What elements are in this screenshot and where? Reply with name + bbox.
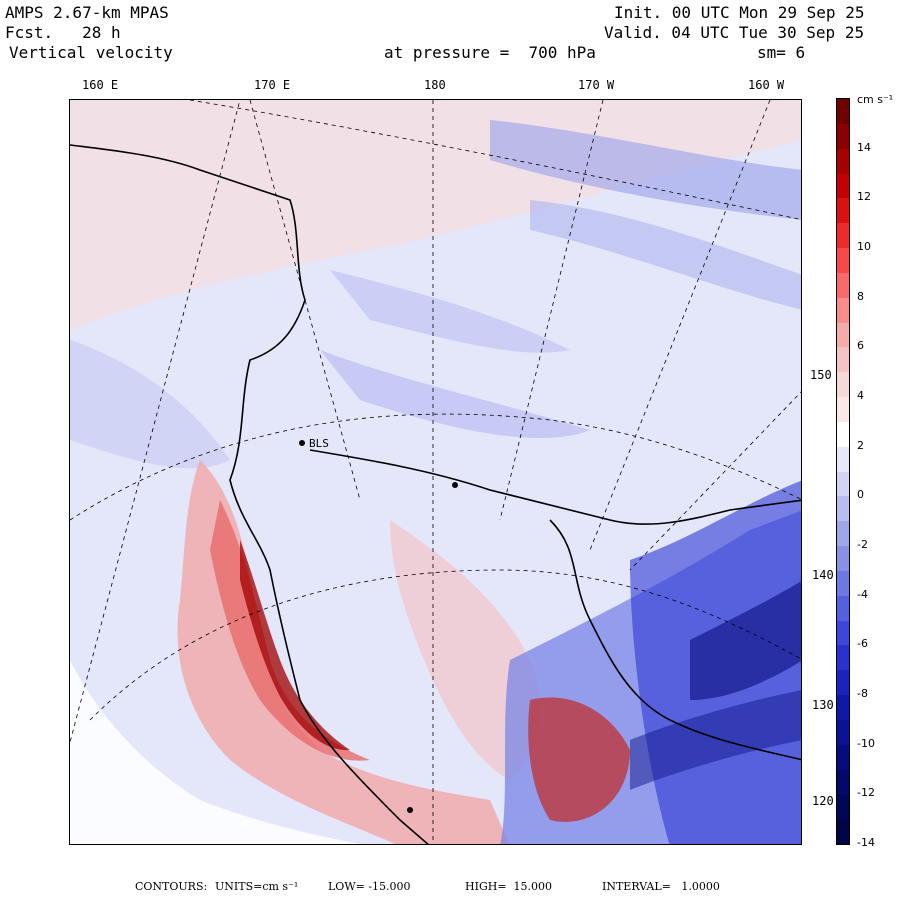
colorbar bbox=[836, 98, 850, 845]
colorbar-segment bbox=[837, 173, 849, 199]
colorbar-segment bbox=[837, 148, 849, 174]
lon-label-170e: 170 E bbox=[254, 78, 291, 92]
colorbar-segment bbox=[837, 521, 849, 547]
map-plot-area: BLS bbox=[69, 99, 802, 845]
colorbar-unit: cm s⁻¹ bbox=[857, 93, 894, 106]
model-name: AMPS 2.67-km MPAS bbox=[5, 3, 169, 22]
colorbar-segment bbox=[837, 570, 849, 597]
colorbar-segment bbox=[837, 347, 849, 373]
colorbar-segment bbox=[837, 496, 849, 522]
colorbar-tick-label: 4 bbox=[857, 389, 864, 402]
colorbar-segment bbox=[837, 372, 849, 398]
colorbar-tick-label: -10 bbox=[857, 736, 875, 750]
station-marker bbox=[299, 440, 305, 446]
field-name: Vertical velocity bbox=[9, 43, 173, 62]
colorbar-segment bbox=[837, 297, 849, 323]
footer-high: HIGH= 15.000 bbox=[465, 880, 553, 893]
colorbar-segment bbox=[837, 645, 849, 671]
lon-label-160w: 160 W bbox=[748, 78, 785, 92]
colorbar-tick-label: -8 bbox=[857, 687, 868, 700]
colorbar-segment bbox=[837, 397, 849, 423]
colorbar-segment bbox=[837, 670, 849, 696]
footer-units: UNITS=cm s⁻¹ bbox=[215, 880, 299, 893]
colorbar-segment bbox=[837, 620, 849, 646]
footer-low: LOW= -15.000 bbox=[328, 880, 411, 893]
colorbar-segment bbox=[837, 769, 849, 795]
colorbar-segment bbox=[837, 322, 849, 348]
colorbar-segment bbox=[837, 123, 849, 150]
colorbar-tick-label: 12 bbox=[857, 190, 871, 204]
valid-time: Valid. 04 UTC Tue 30 Sep 25 bbox=[604, 23, 865, 42]
footer-interval: INTERVAL= 1.0000 bbox=[602, 880, 720, 893]
colorbar-tick-label: -14 bbox=[857, 836, 875, 849]
station-label: BLS bbox=[309, 437, 329, 450]
site-marker-1 bbox=[452, 482, 458, 488]
footer-contours: CONTOURS: bbox=[135, 880, 208, 893]
colorbar-segment bbox=[837, 223, 849, 249]
colorbar-tick-label: -6 bbox=[857, 637, 868, 651]
graticule-lines bbox=[70, 100, 801, 844]
lon-label-180: 180 bbox=[424, 78, 446, 92]
lon-label-170w: 170 W bbox=[578, 78, 615, 92]
pressure-level: at pressure = 700 hPa bbox=[384, 43, 596, 62]
colorbar-tick-label: 8 bbox=[857, 289, 864, 303]
colorbar-segment bbox=[837, 446, 849, 472]
colorbar-segment bbox=[837, 719, 849, 746]
colorbar-segment bbox=[837, 744, 849, 770]
colorbar-segment bbox=[837, 819, 849, 844]
colorbar-segment bbox=[837, 421, 849, 448]
site-marker-2 bbox=[407, 807, 413, 813]
colorbar-tick-label: 6 bbox=[857, 339, 864, 353]
smoothing-value: sm= 6 bbox=[757, 43, 806, 62]
colorbar-segment bbox=[837, 471, 849, 497]
colorbar-tick-label: -4 bbox=[857, 587, 868, 601]
colorbar-tick-label: 2 bbox=[857, 438, 864, 452]
colorbar-tick-label: 0 bbox=[857, 488, 864, 502]
colorbar-tick-label: 10 bbox=[857, 240, 871, 253]
colorbar-tick-label: -12 bbox=[857, 786, 875, 800]
forecast-hour: Fcst. 28 h bbox=[5, 23, 121, 42]
colorbar-segment bbox=[837, 99, 849, 125]
init-time: Init. 00 UTC Mon 29 Sep 25 bbox=[614, 3, 865, 22]
colorbar-segment bbox=[837, 198, 849, 224]
colorbar-segment bbox=[837, 272, 849, 299]
colorbar-tick-label: 14 bbox=[857, 140, 871, 154]
map-svg: BLS bbox=[70, 100, 801, 844]
colorbar-segment bbox=[837, 546, 849, 572]
colorbar-segment bbox=[837, 595, 849, 621]
colorbar-segment bbox=[837, 794, 849, 820]
colorbar-segment bbox=[837, 695, 849, 721]
colorbar-tick-label: -2 bbox=[857, 538, 868, 551]
colorbar-segment bbox=[837, 248, 849, 274]
lon-label-160e: 160 E bbox=[82, 78, 119, 92]
coastline bbox=[70, 144, 801, 844]
